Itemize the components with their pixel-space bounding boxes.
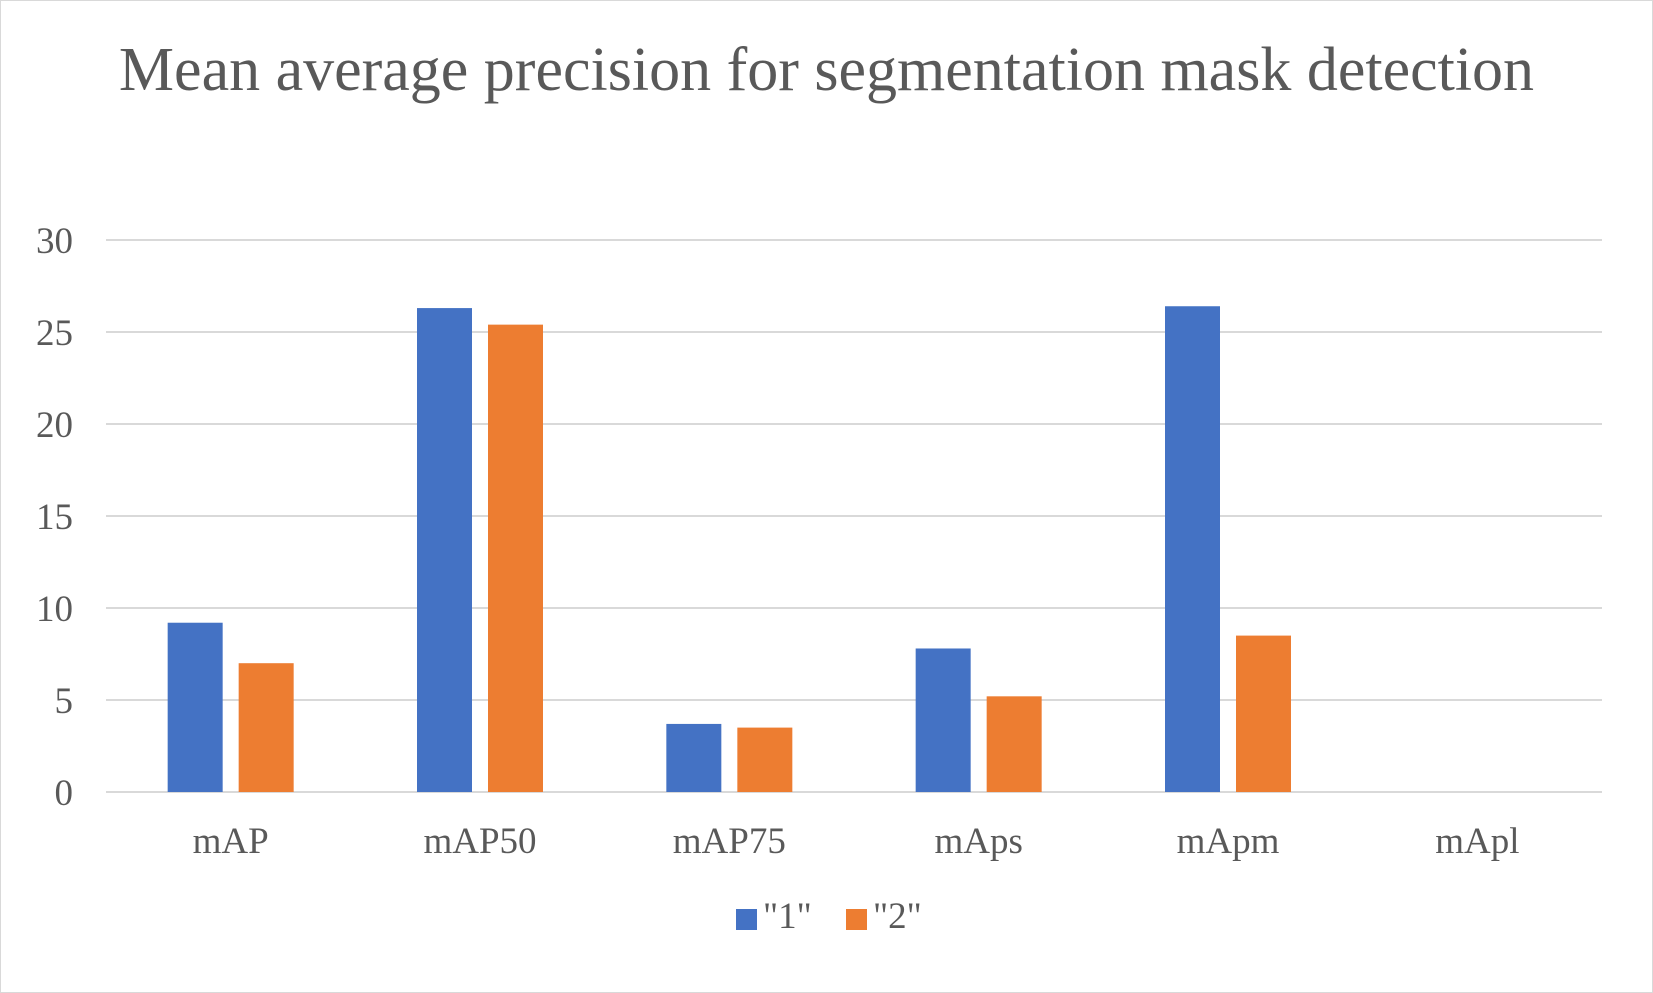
x-tick-label-mAP75: mAP75 [673, 821, 786, 862]
bar-series1-mApm [1165, 306, 1220, 792]
x-tick-label-mAps: mAps [934, 821, 1022, 862]
bar-series2-mApm [1236, 635, 1291, 792]
legend-label-1: "1" [763, 896, 812, 937]
legend-swatch-1 [736, 909, 757, 930]
bar-series2-mAP50 [488, 324, 543, 792]
bar-series1-mAP75 [666, 723, 722, 792]
bar-series1-mAP [167, 622, 223, 792]
y-tick-label-15: 15 [36, 497, 73, 538]
bar-series2-mAP75 [737, 727, 793, 792]
y-tick-label-20: 20 [36, 405, 73, 446]
bar-series1-mAP50 [417, 308, 472, 792]
y-tick-label-0: 0 [55, 773, 74, 814]
y-tick-label-10: 10 [36, 589, 73, 630]
legend-label-2: "2" [873, 896, 922, 937]
bar-series2-mAps [986, 696, 1042, 792]
x-tick-label-mAP: mAP [193, 821, 269, 862]
y-tick-label-25: 25 [36, 313, 73, 354]
legend-swatch-2 [846, 909, 867, 930]
x-tick-label-mApl: mApl [1435, 821, 1519, 862]
y-tick-label-5: 5 [55, 681, 74, 722]
bar-series1-mAps [915, 648, 971, 792]
y-tick-label-30: 30 [36, 221, 73, 262]
x-tick-label-mAP50: mAP50 [423, 821, 536, 862]
x-tick-label-mApm: mApm [1177, 821, 1280, 862]
chart-title: Mean average precision for segmentation … [118, 36, 1535, 104]
bar-series2-mAP [238, 663, 294, 792]
